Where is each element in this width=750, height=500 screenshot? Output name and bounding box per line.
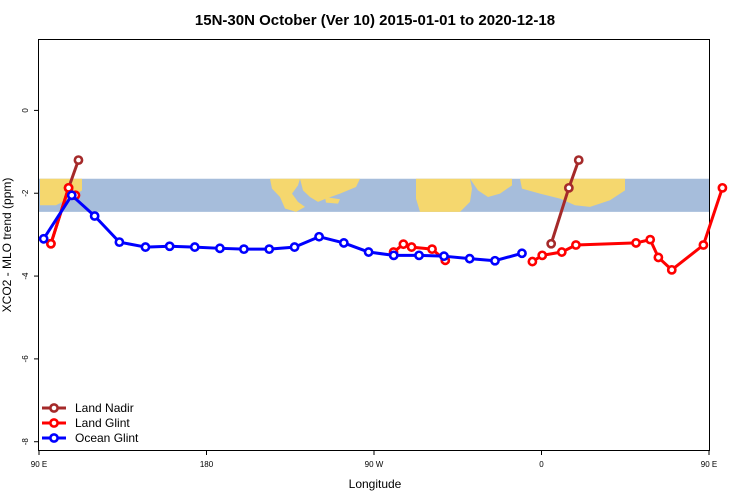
y-axis-label: XCO2 - MLO trend (ppm) <box>0 178 14 313</box>
map-land-5 <box>470 178 512 197</box>
legend-marker-0 <box>49 403 59 413</box>
series-1-point-15 <box>666 264 677 275</box>
x-tick-label-4: 90 E <box>701 460 717 469</box>
series-0-point-3 <box>546 238 557 249</box>
map-land-2 <box>300 178 360 202</box>
series-1-point-16 <box>698 240 709 250</box>
y-tick-label-3: -2 <box>21 189 30 197</box>
y-tick-label-0: -8 <box>21 438 30 446</box>
series-2-point-19 <box>517 248 527 259</box>
series-1-point-4 <box>398 239 409 250</box>
series-2-point-4 <box>140 242 151 252</box>
series-2-point-18 <box>490 255 500 266</box>
series-1-point-12 <box>631 238 641 248</box>
series-layer <box>38 155 728 275</box>
series-2-point-9 <box>264 244 275 255</box>
legend-marker-2 <box>49 433 59 443</box>
legend-entry-0: Land Nadir <box>42 401 134 415</box>
chart-title: 15N-30N October (Ver 10) 2015-01-01 to 2… <box>195 12 555 29</box>
x-tick-label-0: 90 E <box>31 460 47 469</box>
series-1 <box>46 182 728 275</box>
series-0-point-4 <box>563 182 574 193</box>
legend-label-2: Ocean Glint <box>75 431 139 445</box>
x-tick-label-2: 90 W <box>365 460 384 469</box>
series-1-point-8 <box>527 256 538 267</box>
series-1-point-0 <box>46 238 56 249</box>
y-tick-label-1: -6 <box>21 355 30 363</box>
series-1-point-11 <box>571 240 581 250</box>
series-2-point-0 <box>38 233 49 244</box>
series-0-point-5 <box>573 155 584 166</box>
series-1-line-2 <box>531 187 724 272</box>
series-2-point-12 <box>338 238 349 248</box>
world-map-band <box>39 178 709 212</box>
series-2 <box>38 190 527 266</box>
x-tick-label-3: 0 <box>539 460 544 469</box>
series-2-point-16 <box>439 251 449 262</box>
series-2-point-14 <box>388 250 399 261</box>
series-2-point-3 <box>114 237 125 248</box>
series-2-point-7 <box>214 243 225 254</box>
y-tick-label-4: 0 <box>21 108 30 113</box>
series-1-point-10 <box>556 247 567 257</box>
series-1-point-1 <box>63 182 74 193</box>
y-tick-label-2: -4 <box>21 272 30 280</box>
legend-entry-2: Ocean Glint <box>42 431 139 445</box>
series-1-point-9 <box>537 250 548 261</box>
map-land-3 <box>325 196 340 204</box>
legend-label-0: Land Nadir <box>75 401 134 415</box>
series-1-point-6 <box>427 244 437 255</box>
x-tick-label-1: 180 <box>200 460 214 469</box>
series-1-point-17 <box>717 182 728 193</box>
series-2-point-10 <box>289 242 300 252</box>
series-2-point-13 <box>363 247 374 257</box>
map-land-1 <box>270 178 305 212</box>
series-2-point-6 <box>189 242 200 252</box>
series-2-point-11 <box>314 231 324 242</box>
series-1-point-5 <box>406 242 417 252</box>
series-1-point-13 <box>645 234 656 245</box>
series-1-point-14 <box>653 252 664 263</box>
legend-marker-1 <box>49 418 59 428</box>
series-2-point-1 <box>66 190 77 201</box>
series-2-point-5 <box>164 241 175 252</box>
legend-label-1: Land Glint <box>75 416 130 430</box>
y-axis: -8 -6 -4 -2 0 <box>21 108 39 446</box>
map-land-4 <box>416 178 472 212</box>
series-2-point-15 <box>414 250 424 261</box>
series-0-point-2 <box>73 155 84 166</box>
legend-entry-1: Land Glint <box>42 416 130 430</box>
map-land-6 <box>520 178 625 207</box>
series-2-point-2 <box>89 211 100 221</box>
x-axis-label: Longitude <box>349 477 402 491</box>
series-2-point-8 <box>239 244 249 255</box>
series-2-point-17 <box>464 253 475 264</box>
